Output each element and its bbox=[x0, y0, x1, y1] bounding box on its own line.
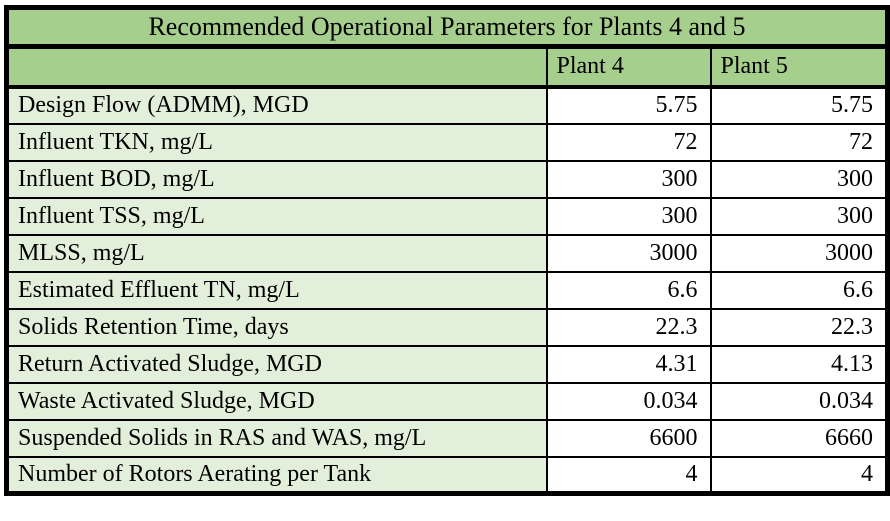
plant5-value: 4.13 bbox=[709, 344, 889, 384]
plant5-value: 0.034 bbox=[709, 381, 889, 421]
plant4-value: 72 bbox=[545, 122, 712, 162]
table-row: Estimated Effluent TN, mg/L 6.6 6.6 bbox=[5, 270, 889, 310]
param-label: Design Flow (ADMM), MGD bbox=[5, 85, 548, 125]
param-label: Return Activated Sludge, MGD bbox=[5, 344, 548, 384]
plant4-value: 0.034 bbox=[545, 381, 712, 421]
param-label: Influent TKN, mg/L bbox=[5, 122, 548, 162]
title-row: Recommended Operational Parameters for P… bbox=[5, 6, 889, 49]
plant5-value: 6660 bbox=[709, 418, 889, 458]
plant4-value: 300 bbox=[545, 159, 712, 199]
table-row: Influent BOD, mg/L 300 300 bbox=[5, 159, 889, 199]
plant5-value: 6.6 bbox=[709, 270, 889, 310]
plant4-value: 6600 bbox=[545, 418, 712, 458]
param-label: Number of Rotors Aerating per Tank bbox=[5, 455, 548, 495]
table-row: Number of Rotors Aerating per Tank 4 4 bbox=[5, 455, 889, 495]
param-label: Suspended Solids in RAS and WAS, mg/L bbox=[5, 418, 548, 458]
table-row: Influent TKN, mg/L 72 72 bbox=[5, 122, 889, 162]
param-label: Influent BOD, mg/L bbox=[5, 159, 548, 199]
table-row: Design Flow (ADMM), MGD 5.75 5.75 bbox=[5, 85, 889, 125]
operational-parameters-table: Recommended Operational Parameters for P… bbox=[4, 5, 890, 496]
plant4-value: 4 bbox=[545, 455, 712, 495]
plant4-value: 300 bbox=[545, 196, 712, 236]
plant5-value: 4 bbox=[709, 455, 889, 495]
column-header-plant4: Plant 4 bbox=[545, 45, 712, 89]
plant5-value: 300 bbox=[709, 196, 889, 236]
plant4-value: 5.75 bbox=[545, 85, 712, 125]
empty-header-cell bbox=[5, 45, 548, 89]
plant5-value: 300 bbox=[709, 159, 889, 199]
table-row: Return Activated Sludge, MGD 4.31 4.13 bbox=[5, 344, 889, 384]
plant4-value: 22.3 bbox=[545, 307, 712, 347]
param-label: Solids Retention Time, days bbox=[5, 307, 548, 347]
plant5-value: 72 bbox=[709, 122, 889, 162]
plant4-value: 4.31 bbox=[545, 344, 712, 384]
plant4-value: 3000 bbox=[545, 233, 712, 273]
table-row: MLSS, mg/L 3000 3000 bbox=[5, 233, 889, 273]
column-header-row: Plant 4 Plant 5 bbox=[5, 45, 889, 89]
param-label: MLSS, mg/L bbox=[5, 233, 548, 273]
plant5-value: 5.75 bbox=[709, 85, 889, 125]
table-row: Waste Activated Sludge, MGD 0.034 0.034 bbox=[5, 381, 889, 421]
param-label: Waste Activated Sludge, MGD bbox=[5, 381, 548, 421]
table-row: Solids Retention Time, days 22.3 22.3 bbox=[5, 307, 889, 347]
plant4-value: 6.6 bbox=[545, 270, 712, 310]
table-row: Suspended Solids in RAS and WAS, mg/L 66… bbox=[5, 418, 889, 458]
plant5-value: 3000 bbox=[709, 233, 889, 273]
table-row: Influent TSS, mg/L 300 300 bbox=[5, 196, 889, 236]
table-title: Recommended Operational Parameters for P… bbox=[5, 6, 889, 49]
param-label: Estimated Effluent TN, mg/L bbox=[5, 270, 548, 310]
plant5-value: 22.3 bbox=[709, 307, 889, 347]
param-label: Influent TSS, mg/L bbox=[5, 196, 548, 236]
column-header-plant5: Plant 5 bbox=[709, 45, 889, 89]
